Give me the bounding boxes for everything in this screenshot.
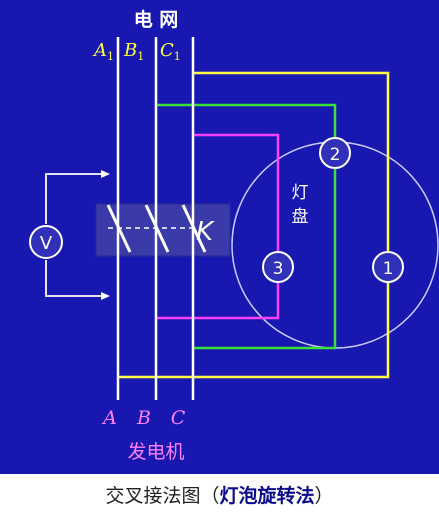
lamp-1-label: 1 <box>383 259 394 279</box>
wire-green-top <box>156 103 337 138</box>
caption-open-paren: （ <box>200 485 220 507</box>
wire-green-bottom <box>193 168 337 350</box>
synchronization-diagram: 电 网 A1 B1 C1 <box>0 0 439 474</box>
lamp-3: 3 <box>262 251 294 283</box>
lamp-2: 2 <box>319 137 351 169</box>
lamp-3-label: 3 <box>273 259 284 279</box>
lamp-1: 1 <box>372 251 404 283</box>
bus-lines <box>116 37 195 400</box>
voltmeter-label: V <box>40 233 53 254</box>
generator-phase-c-label: C <box>171 407 186 429</box>
caption-close-paren: ） <box>314 485 334 507</box>
lead-arrow-top <box>101 170 110 178</box>
lamp-2-circle <box>319 137 351 169</box>
voltmeter <box>29 225 63 259</box>
generator-title: 发电机 <box>127 441 184 463</box>
wire-yellow-top <box>193 71 390 252</box>
lamp-panel-label-1: 灯 <box>292 183 309 203</box>
caption-method: 灯泡旋转法 <box>219 485 315 507</box>
generator-phase-labels: A B C <box>101 407 186 429</box>
lamp-panel-label-2: 盘 <box>292 207 309 227</box>
voltmeter-lead-top <box>45 173 108 224</box>
lamp-2-label: 2 <box>330 145 341 165</box>
lamp-3-circle <box>262 251 294 283</box>
wire-yellow-bottom <box>118 282 390 379</box>
wire-magenta-bottom <box>156 282 280 320</box>
grid-phase-c-label: C1 <box>160 40 181 63</box>
grid-title: 电 网 <box>134 8 179 31</box>
switch-label: K <box>196 217 215 247</box>
lead-arrow-bottom <box>101 292 110 300</box>
switch-blades <box>106 204 207 253</box>
generator-phase-b-label: B <box>136 407 151 429</box>
caption-main: 交叉接法图 <box>105 485 201 507</box>
grid-phase-a-label: A1 <box>92 40 114 63</box>
lamp-1-circle <box>372 251 404 283</box>
grid-phase-b-label: B1 <box>123 40 144 63</box>
voltmeter-leads <box>45 173 108 297</box>
wire-magenta-top <box>193 133 280 252</box>
figure-caption: 交叉接法图 （ 灯泡旋转法 ） <box>0 474 439 515</box>
grid-phase-labels: A1 B1 C1 <box>92 40 181 63</box>
voltmeter-lead-bottom <box>45 260 108 297</box>
generator-phase-a-label: A <box>101 407 117 429</box>
